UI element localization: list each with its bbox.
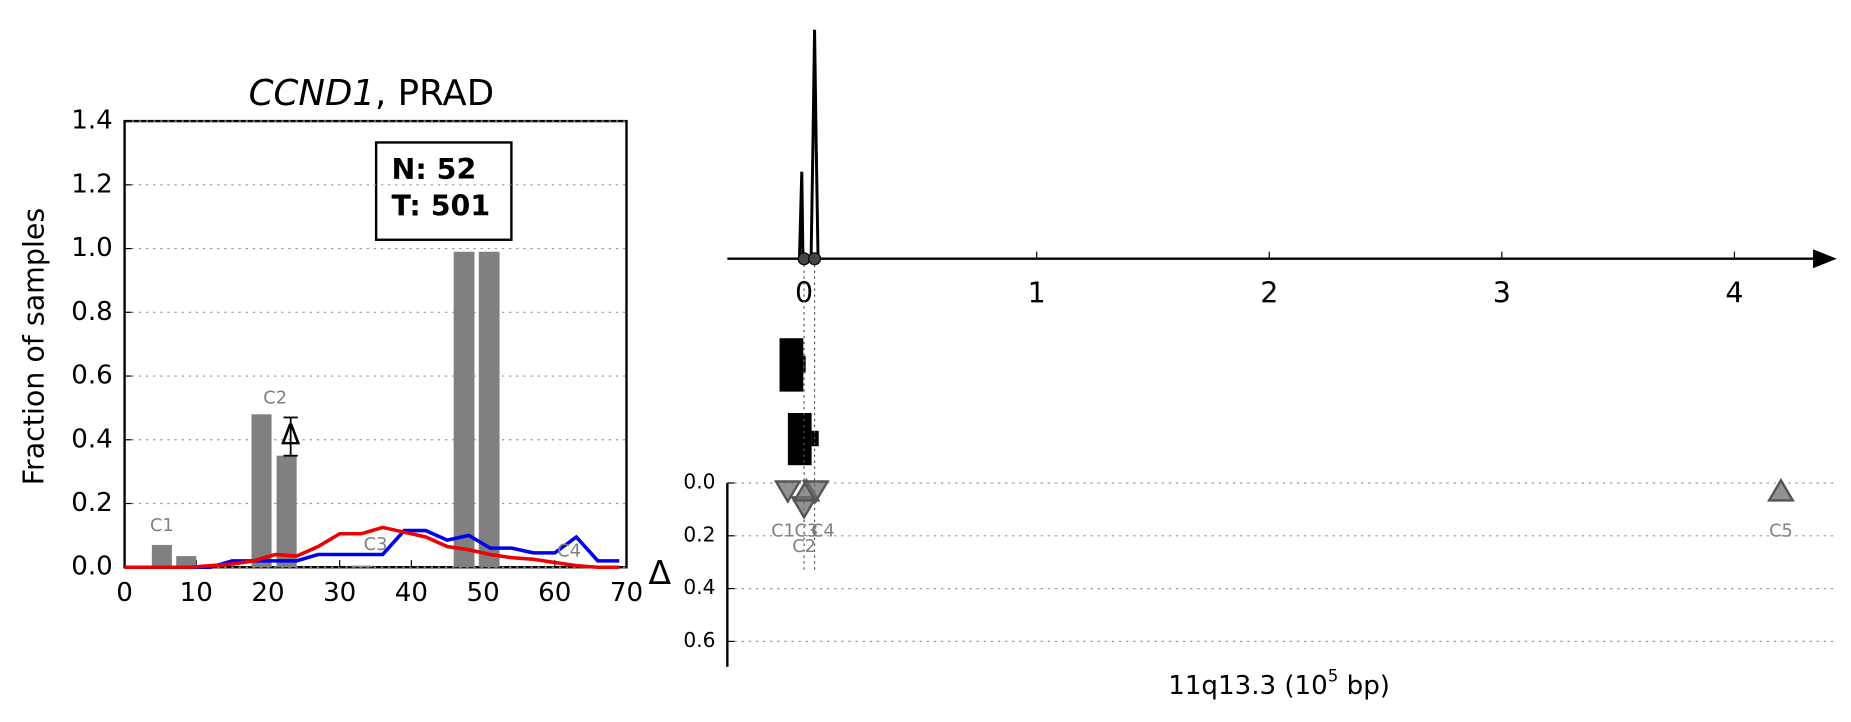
density-line <box>797 29 820 261</box>
series-line <box>124 525 620 570</box>
bar <box>478 251 500 568</box>
x-tick-label: 0 <box>795 276 813 309</box>
y-tick-label: 0.6 <box>71 361 113 391</box>
x-tick-label: 30 <box>323 578 356 608</box>
x-tick-label: 3 <box>1493 276 1511 309</box>
x-label-main: 11q13.3 (10 <box>1168 670 1328 700</box>
x-axis-label: 11q13.3 (105 bp) <box>1168 666 1390 700</box>
bar <box>176 556 197 568</box>
cluster-label: C2 <box>263 387 287 408</box>
bar <box>276 455 297 568</box>
y-tick-label: 0.2 <box>683 522 715 546</box>
x-tick-label: 0 <box>116 578 133 608</box>
gene-block <box>779 338 804 392</box>
y-tick-label: 1.4 <box>71 106 113 136</box>
cluster-label: C4 <box>557 540 581 561</box>
cluster-label: C5 <box>1769 521 1793 542</box>
x-tick-label: 2 <box>1260 276 1278 309</box>
delta-label: Δ <box>281 419 301 452</box>
count-tumor: T: 501 <box>392 190 491 223</box>
x-label-end: bp) <box>1338 670 1390 700</box>
title-rest: , PRAD <box>375 73 494 114</box>
x-tick-label: 4 <box>1725 276 1743 309</box>
y-tick-label: 1.2 <box>71 169 113 199</box>
axis-arrow <box>1813 249 1837 269</box>
x-tick-label: 70 <box>610 578 643 608</box>
cluster-label: C2 <box>792 536 816 557</box>
gene-block <box>787 412 812 466</box>
y-tick-label: 0.0 <box>683 469 715 493</box>
cluster-label: C1 <box>771 521 795 542</box>
x-tick-label: 20 <box>251 578 284 608</box>
y-tick-label: 0.8 <box>71 297 113 327</box>
y-tick-label: 0.0 <box>71 552 113 582</box>
cluster-label: C3 <box>795 521 819 542</box>
bar <box>151 544 172 568</box>
cluster-marker <box>773 480 802 504</box>
count-box <box>374 141 513 241</box>
bar <box>351 565 373 568</box>
x-tick-label: 10 <box>180 578 213 608</box>
delta-axis-label: Δ <box>648 553 671 592</box>
y-tick-label: 0.4 <box>683 575 715 599</box>
x-tick-label: 60 <box>538 578 571 608</box>
title-gene: CCND1 <box>249 73 375 114</box>
x-label-sup: 5 <box>1328 666 1339 685</box>
x-tick-label: 50 <box>466 578 499 608</box>
x-tick-label: 40 <box>395 578 428 608</box>
y-tick-label: 0.6 <box>683 628 715 652</box>
cluster-label: C4 <box>811 521 835 542</box>
cluster-label: C1 <box>150 515 174 536</box>
y-tick-label: 1.0 <box>71 233 113 263</box>
bar <box>453 251 475 568</box>
y-axis-label: Fraction of samples <box>18 208 51 486</box>
cluster-marker <box>801 480 830 504</box>
gene-block <box>803 356 806 373</box>
cluster-marker <box>1767 477 1795 502</box>
y-tick-label: 0.2 <box>71 488 113 518</box>
x-tick-label: 1 <box>1028 276 1046 309</box>
bar <box>251 414 272 568</box>
position-dot <box>808 252 822 266</box>
cluster-label: C3 <box>364 534 388 555</box>
y-tick-label: 0.4 <box>71 424 113 454</box>
count-normal: N: 52 <box>392 153 477 186</box>
chart-title: CCND1, PRAD <box>249 73 494 114</box>
